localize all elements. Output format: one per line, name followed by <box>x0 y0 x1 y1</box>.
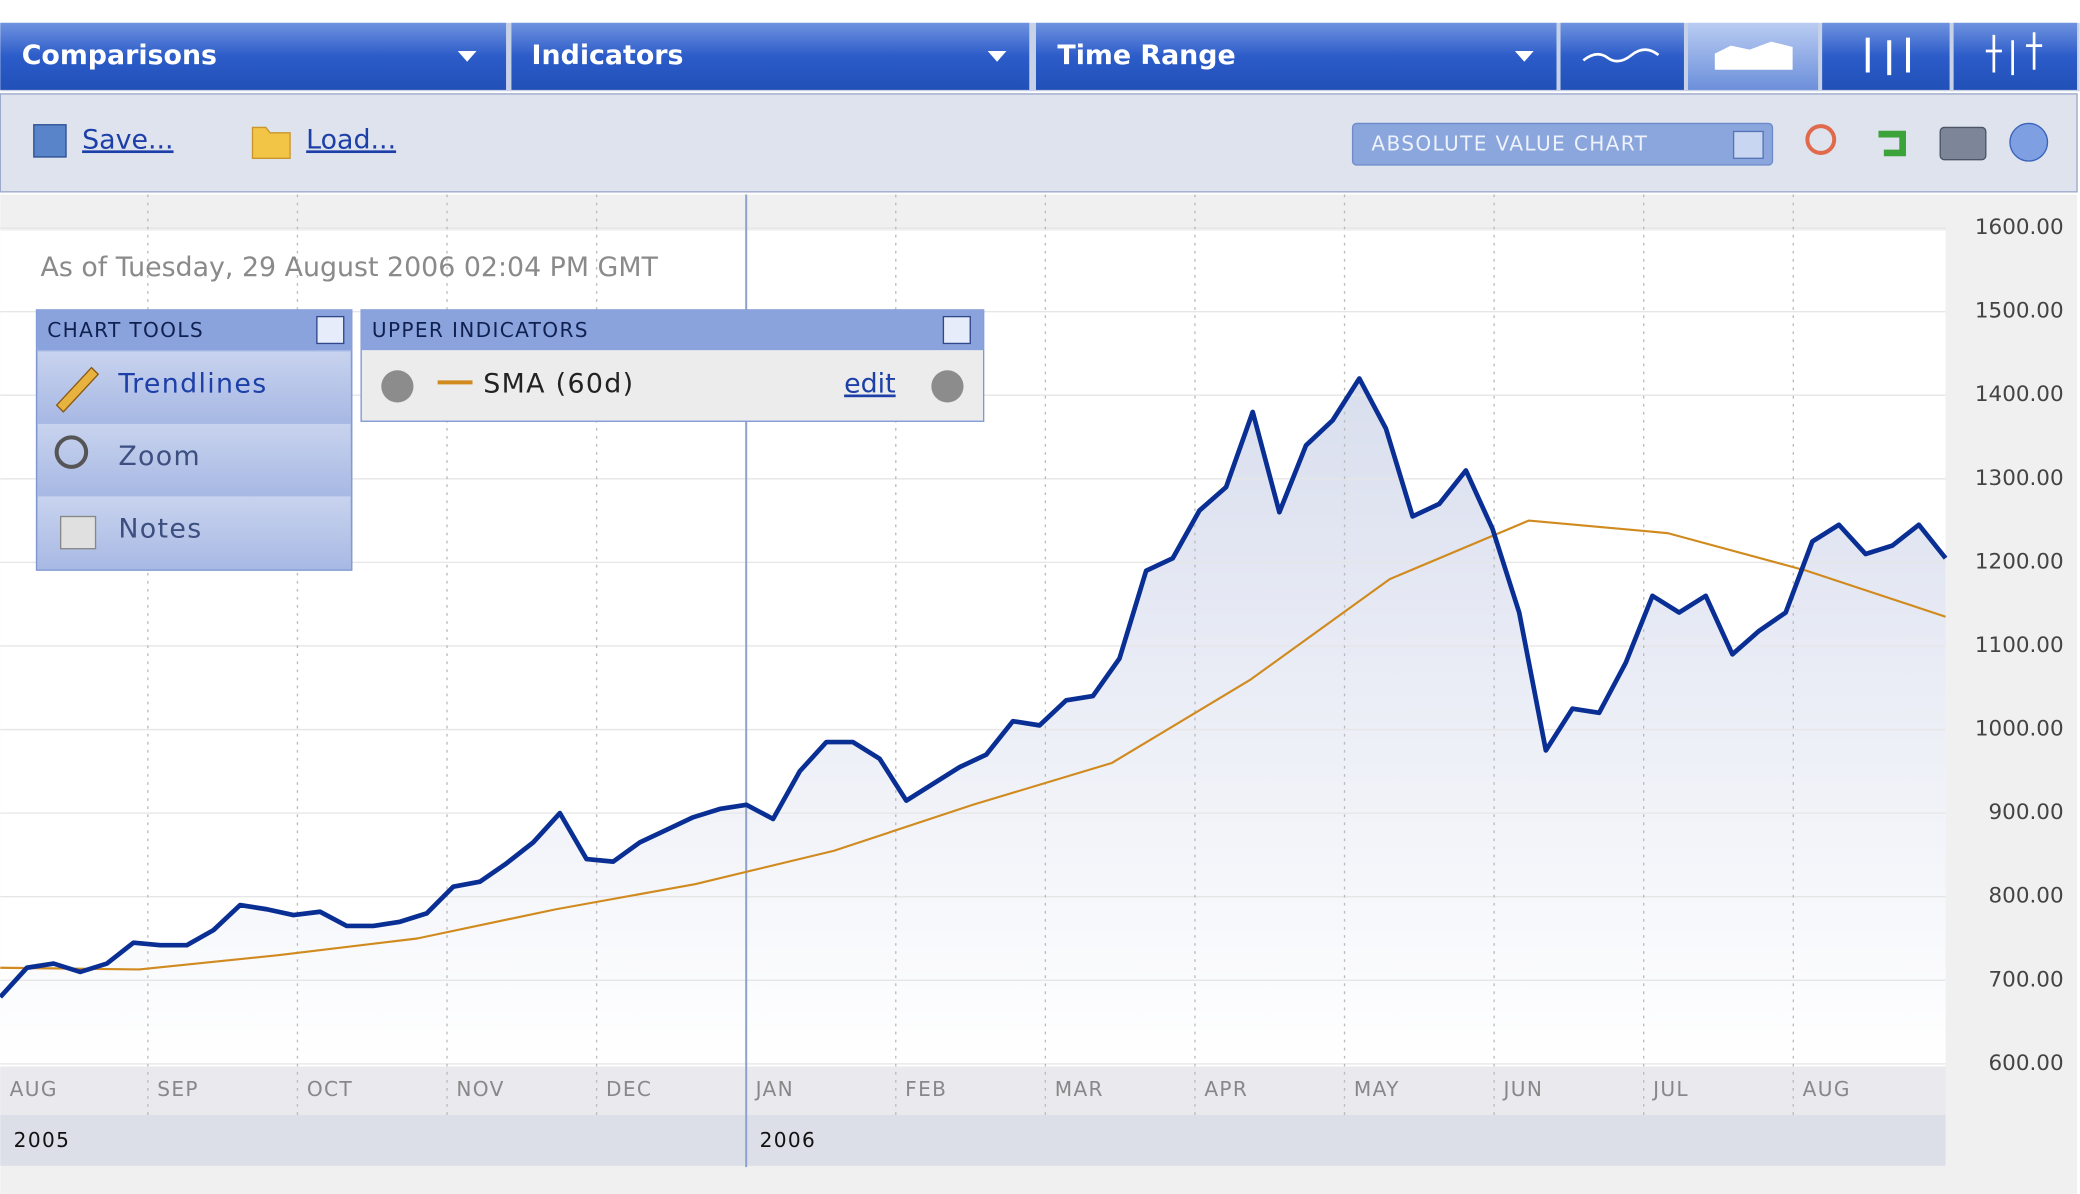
line-icon <box>1582 48 1660 63</box>
tool-item[interactable] <box>37 423 351 494</box>
reset-icon[interactable] <box>1878 130 1906 157</box>
series-line <box>0 519 1946 971</box>
print-icon[interactable] <box>1939 126 1987 161</box>
y-tick-label: 1200.00 <box>1975 549 2064 574</box>
y-tick-label: 1000.00 <box>1975 717 2064 742</box>
y-tick-label: 900.00 <box>1989 800 2064 825</box>
y-tick-label: 1100.00 <box>1975 633 2064 658</box>
load-icon <box>251 126 291 159</box>
x-tick-label: FEB <box>905 1077 947 1101</box>
panel-header <box>361 309 984 351</box>
menu[interactable] <box>0 22 507 90</box>
magnifier-icon <box>54 435 89 469</box>
menu-label: Comparisons <box>22 40 217 71</box>
legend-label: SMA (60d) <box>483 369 634 400</box>
y-tick-label: 1600.00 <box>1975 215 2064 240</box>
info-icon[interactable] <box>381 370 414 403</box>
notes-icon <box>59 515 97 550</box>
menu[interactable] <box>1035 22 1557 90</box>
y-tick-label: 1500.00 <box>1975 299 2064 324</box>
ohlc-icon <box>1985 32 2043 76</box>
tool-label: Trendlines <box>117 369 267 400</box>
month-band <box>0 1066 1946 1115</box>
x-tick-label: JAN <box>754 1077 794 1101</box>
year-label: 2005 <box>14 1128 71 1152</box>
candle-chart-button[interactable] <box>1822 22 1950 90</box>
dropdown-arrows <box>457 50 1534 62</box>
x-tick-label: SEP <box>157 1077 199 1101</box>
menu[interactable] <box>511 22 1030 90</box>
help-icon[interactable] <box>2009 122 2049 162</box>
x-tick-label: AUG <box>10 1077 58 1101</box>
panel-header <box>36 309 352 351</box>
y-tick-label: 700.00 <box>1989 967 2064 992</box>
load-link[interactable]: Load... <box>306 124 396 155</box>
y-tick-label: 800.00 <box>1989 884 2064 909</box>
plot: 600.00 700.00 800.00 900.00 1000.00 1100.00 12… <box>0 194 2064 1168</box>
menu-label: Time Range <box>1057 40 1235 71</box>
chart-mode-arrow <box>1732 130 1764 159</box>
menu-bar: Comparisons Indicators Time Range <box>0 22 2080 92</box>
minimize-button[interactable] <box>942 315 971 345</box>
save-icon <box>33 124 67 158</box>
y-tick-label: 1400.00 <box>1975 382 2064 407</box>
remove-button[interactable] <box>931 370 964 403</box>
y-tick-label: 600.00 <box>1989 1051 2064 1076</box>
ohlc-chart-button[interactable] <box>1953 22 2078 90</box>
tool-label: Zoom <box>118 441 201 472</box>
pencil-icon <box>55 366 100 413</box>
as-of-text: As of Tuesday, 29 August 2006 02:04 PM G… <box>41 252 659 283</box>
panels: As of Tuesday, 29 August 2006 02:04 PM G… <box>35 252 985 571</box>
x-tick-label: OCT <box>307 1077 353 1101</box>
tool-label: Notes <box>118 513 202 544</box>
chart-mode-label: ABSOLUTE VALUE CHART <box>1371 131 1648 155</box>
x-tick-label: JUN <box>1502 1077 1544 1101</box>
area-icon <box>1714 41 1793 70</box>
y-tick-label: 1300.00 <box>1975 466 2064 491</box>
action-bar: Save... Load... ABSOLUTE VALUE CHART <box>0 93 2078 193</box>
menu-label: Indicators <box>532 40 684 71</box>
zoom-icon[interactable] <box>1805 124 1837 155</box>
x-tick-label: JUL <box>1651 1077 1689 1101</box>
minimize-button[interactable] <box>316 315 345 345</box>
save-link[interactable]: Save... <box>82 124 173 155</box>
x-tick-label: DEC <box>606 1077 652 1101</box>
line-chart-button[interactable] <box>1560 22 1684 90</box>
year-band <box>0 1114 1946 1166</box>
candle-icon <box>1865 37 1911 76</box>
x-tick-label: APR <box>1204 1077 1248 1101</box>
edit-link[interactable]: edit <box>844 369 896 400</box>
x-tick-label: NOV <box>456 1077 504 1101</box>
x-tick-label: AUG <box>1803 1077 1851 1101</box>
panel-title: CHART TOOLS <box>47 318 204 342</box>
x-tick-label: MAY <box>1354 1077 1400 1101</box>
year-label: 2006 <box>760 1128 817 1152</box>
series-line <box>0 376 1948 999</box>
panel-title: UPPER INDICATORS <box>372 318 589 342</box>
chart-mode-select[interactable] <box>1351 122 1774 166</box>
x-tick-label: MAR <box>1055 1077 1104 1101</box>
tool-item[interactable] <box>37 351 351 420</box>
